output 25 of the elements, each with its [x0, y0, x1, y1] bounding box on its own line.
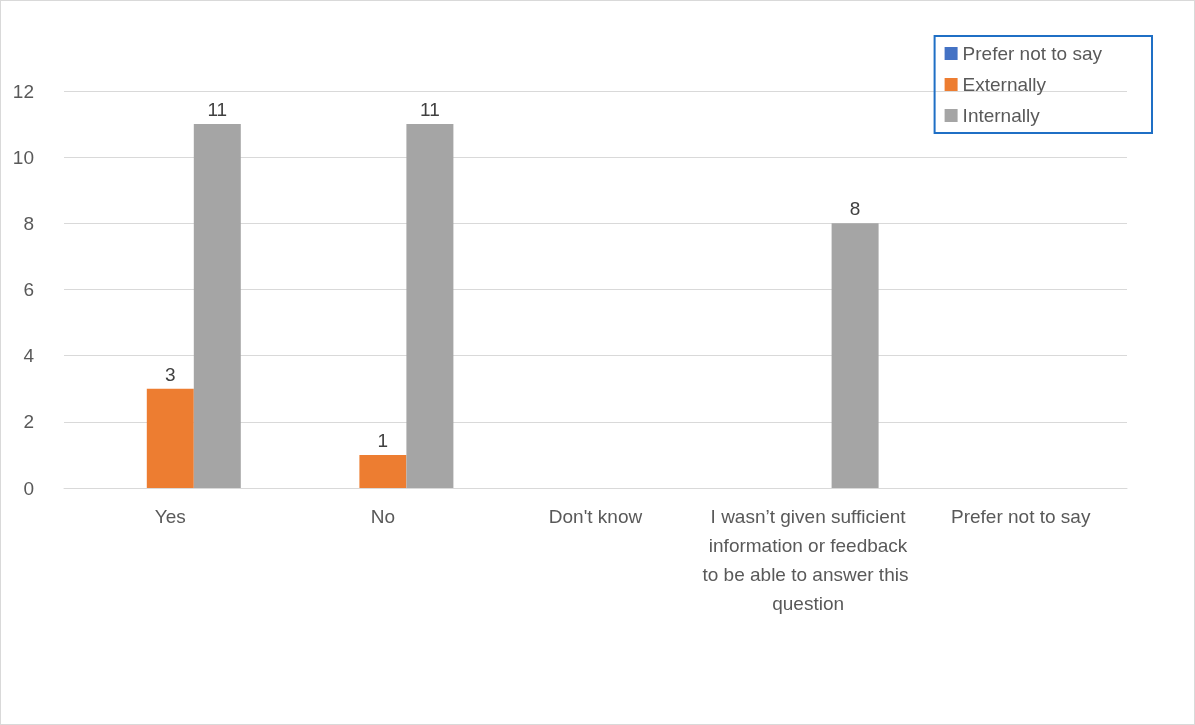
bar	[193, 124, 241, 488]
x-tick-label: No	[370, 506, 396, 527]
legend-label: Internally	[962, 105, 1041, 126]
bar	[359, 454, 407, 488]
data-label: 1	[377, 429, 389, 451]
y-tick-label: 12	[12, 80, 34, 102]
y-tick-label: 4	[23, 345, 35, 367]
bar	[831, 223, 879, 488]
x-tick-label: Prefer not to say	[951, 506, 1091, 527]
legend-label: Externally	[962, 74, 1047, 95]
y-tick-label: 6	[23, 279, 34, 300]
y-tick-label: 10	[12, 146, 34, 168]
bar	[146, 388, 194, 488]
y-tick-label: 2	[23, 411, 34, 433]
x-tick-label: I wasn’t given sufficient information or feedback to be able to answer this question	[702, 506, 914, 614]
legend-label: Prefer not to say	[962, 43, 1103, 64]
x-tick-label: Don't know	[548, 506, 643, 527]
bar	[406, 124, 454, 488]
data-label: 11	[420, 99, 440, 121]
data-label: 11	[207, 99, 228, 121]
y-tick-label: 0	[23, 477, 34, 499]
x-tick-label: Yes	[154, 506, 186, 527]
data-label: 3	[165, 363, 176, 385]
data-label: 8	[849, 198, 861, 220]
y-tick-label: 8	[23, 212, 34, 234]
